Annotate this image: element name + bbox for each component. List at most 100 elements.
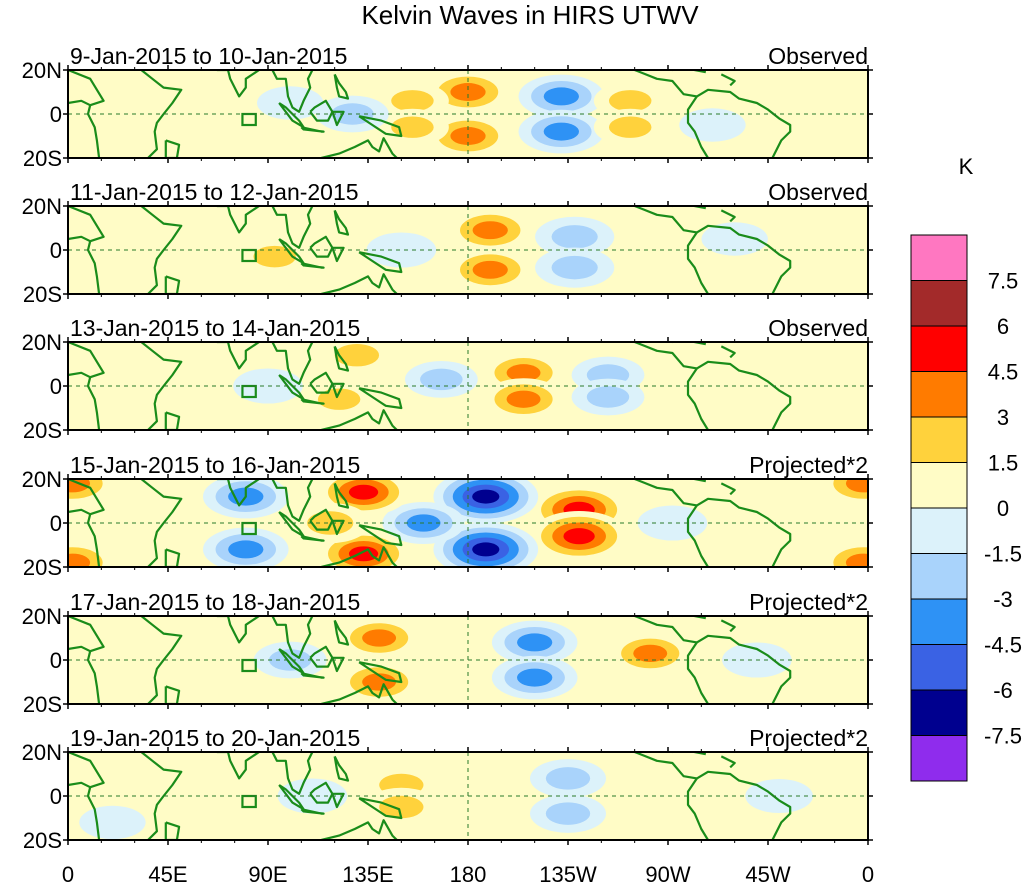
anomaly-contour (545, 767, 591, 790)
colorbar: K 7.5 6 4.5 3 1.5 0 -1.5 -3 -4.5 -6 -7.5 (910, 154, 1022, 782)
panel-2: 20N 0 20S 11-Jan-2015 to 12-Jan-2015 Observe… (22, 179, 873, 307)
anomaly-field (68, 342, 868, 430)
y-tick-label: 20N (22, 194, 62, 219)
region-box (241, 794, 257, 809)
coastline (271, 752, 314, 795)
coastline (140, 206, 183, 294)
panel-date-label: 13-Jan-2015 to 14-Jan-2015 (70, 315, 360, 341)
anomaly-contour (517, 668, 553, 687)
coastline (271, 479, 314, 522)
anomaly-contour (253, 245, 296, 268)
coastline (634, 70, 698, 98)
coastline (300, 398, 325, 405)
coastline (333, 209, 350, 236)
panel-type-label: Observed (768, 179, 868, 205)
colorbar-swatch (910, 598, 968, 645)
colorbar-label: -1.5 (984, 542, 1022, 567)
y-tick-label: 20S (23, 146, 62, 171)
coastline (634, 342, 698, 370)
y-tick-label: 20S (23, 555, 62, 580)
y-tick-label: 20N (22, 467, 62, 492)
coastline (696, 497, 792, 567)
y-tick-label: 20S (23, 828, 62, 853)
region-box (241, 248, 257, 263)
coastline (634, 479, 698, 507)
y-tick-label: 20N (22, 330, 62, 355)
coastline (321, 409, 398, 430)
coastline (720, 209, 736, 223)
coastline (68, 70, 105, 107)
coastline (331, 110, 345, 127)
coastline (86, 650, 101, 704)
panel-type-label: Projected*2 (749, 589, 868, 615)
panel-1: 20N 0 20S 9-Jan-2015 to 10-Jan-2015 Observed (22, 43, 873, 171)
colorbar-swatch (910, 280, 968, 327)
anomaly-contour (543, 122, 579, 141)
colorbar-swatch (910, 507, 968, 554)
coastline (271, 206, 314, 249)
coastline (331, 382, 345, 399)
colorbar-label: 6 (997, 314, 1009, 339)
coastline (672, 752, 707, 756)
anomaly-field (68, 206, 868, 294)
coastline (278, 511, 305, 538)
colorbar-label: -6 (993, 678, 1013, 703)
coastline (164, 139, 181, 158)
panel-4: 20N 0 20S 15-Jan-2015 to 16-Jan-2015 Project… (22, 452, 873, 580)
colorbar-swatch (910, 689, 968, 736)
colorbar-swatch (910, 325, 968, 372)
coastline (300, 535, 325, 542)
coastline (321, 137, 398, 158)
anomaly-contour (633, 644, 668, 663)
coastline (331, 656, 345, 673)
anomaly-contour (348, 484, 379, 500)
coastline (86, 513, 101, 567)
x-tick-label: 0 (862, 862, 874, 887)
x-tick-label: 135E (342, 862, 393, 887)
coastline (68, 206, 105, 243)
coastline (720, 619, 736, 633)
anomaly-contour (391, 90, 434, 112)
coastline (686, 367, 709, 430)
colorbar-swatch (910, 416, 968, 463)
coastline (271, 342, 314, 385)
y-tick-label: 0 (50, 238, 62, 263)
anomaly-contour (168, 233, 235, 267)
coastlines (68, 342, 792, 430)
coastline (672, 70, 707, 74)
region-box (241, 658, 257, 673)
coastline (720, 73, 736, 87)
colorbar-swatch (910, 735, 968, 782)
coastline (300, 808, 325, 815)
panel-6: 20N 0 20S 19-Jan-2015 to 20-Jan-2015 Project… (22, 725, 873, 853)
x-tick-label: 0 (62, 862, 74, 887)
coastline (358, 797, 403, 820)
colorbar-label: -4.5 (984, 633, 1022, 658)
anomaly-contour (391, 116, 434, 138)
coastlines (68, 70, 792, 158)
anomaly-field (68, 752, 868, 840)
y-tick-label: 20N (22, 604, 62, 629)
colorbar-label: 3 (997, 405, 1009, 430)
anomaly-contour (348, 546, 379, 562)
coastline (278, 648, 305, 675)
coastline (672, 616, 707, 620)
coastline (358, 251, 403, 274)
coastline (216, 70, 260, 98)
coastline (672, 342, 707, 346)
coastlines (68, 616, 792, 704)
anomaly-contour (506, 364, 541, 382)
coastline (216, 616, 260, 644)
anomaly-contour (637, 505, 708, 541)
panel-type-label: Observed (768, 315, 868, 341)
coastline (86, 240, 101, 294)
anomaly-field (68, 616, 868, 704)
coastline (720, 482, 736, 496)
colorbar-swatch (910, 234, 968, 281)
coastline (634, 752, 698, 780)
panel-5: 20N 0 20S 17-Jan-2015 to 18-Jan-2015 Project… (22, 589, 873, 717)
anomaly-contour (517, 633, 553, 652)
colorbar-label: 4.5 (988, 360, 1019, 385)
colorbar-swatch (910, 371, 968, 418)
panel-stack: 20N 0 20S 9-Jan-2015 to 10-Jan-2015 Observed… (22, 43, 873, 853)
